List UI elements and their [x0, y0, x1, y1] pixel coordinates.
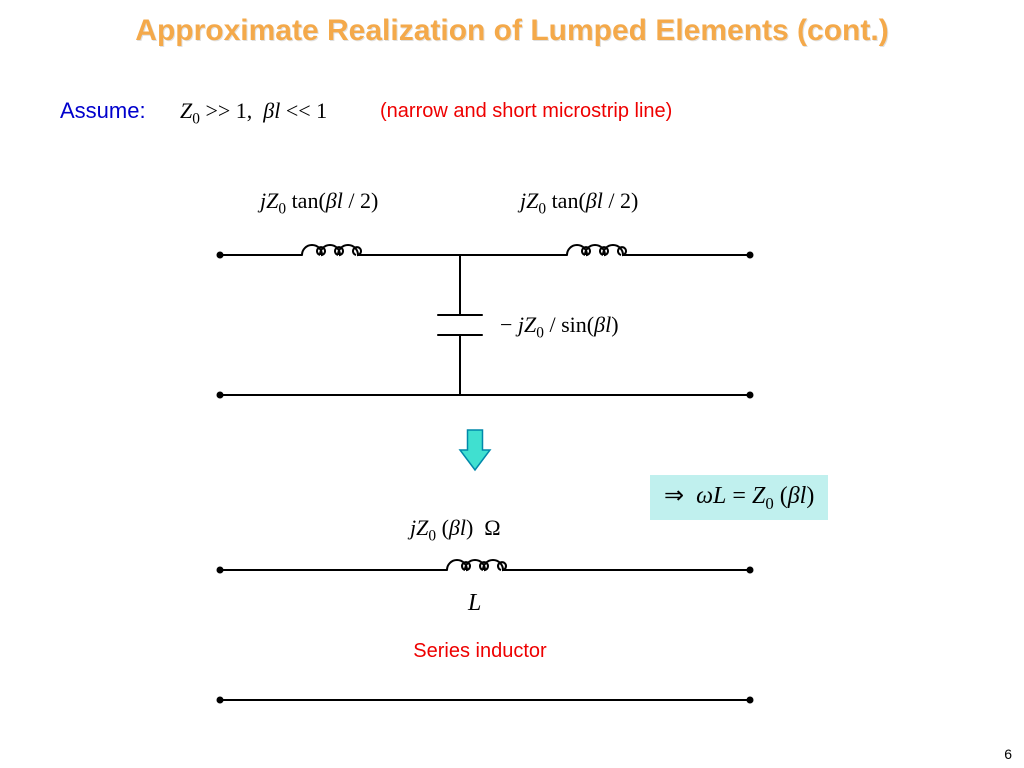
circuit-diagram [0, 0, 1024, 768]
